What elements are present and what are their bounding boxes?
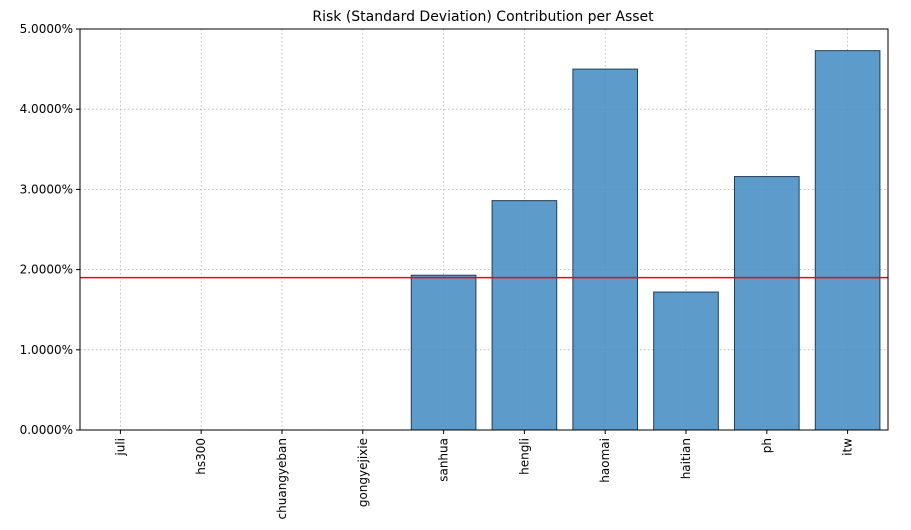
y-tick-label: 1.0000% <box>20 343 73 357</box>
x-axis: juli hs300 chuangyeban gongyejixie sanhua hen… <box>113 430 854 519</box>
x-tick-label: hs300 <box>194 438 208 475</box>
x-tick-label: chuangyeban <box>275 438 289 519</box>
x-tick-label: juli <box>113 438 127 457</box>
y-tick-label: 2.0000% <box>20 263 73 277</box>
y-tick-label: 0.0000% <box>20 423 73 437</box>
x-tick-label: haitian <box>679 438 693 479</box>
x-tick-label: haomai <box>598 438 612 483</box>
x-tick-label: ph <box>760 438 774 453</box>
y-axis: 0.0000% 1.0000% 2.0000% 3.0000% 4.0000% 5.000… <box>20 22 80 437</box>
x-tick-label: itw <box>841 438 855 456</box>
x-tick-label: gongyejixie <box>356 438 370 507</box>
bar-hengli <box>492 201 557 430</box>
y-tick-label: 4.0000% <box>20 102 73 116</box>
bar-haomai <box>573 69 638 430</box>
bars-layer <box>88 51 880 430</box>
chart-title: Risk (Standard Deviation) Contribution p… <box>312 9 654 25</box>
y-tick-label: 5.0000% <box>20 22 73 36</box>
bar-itw <box>815 51 880 430</box>
bar-haitian <box>654 292 719 430</box>
bar-sanhua <box>411 275 476 430</box>
bar-ph <box>734 177 799 430</box>
risk-contribution-chart: Risk (Standard Deviation) Contribution p… <box>0 0 911 530</box>
y-tick-label: 3.0000% <box>20 182 73 196</box>
x-tick-label: hengli <box>517 438 531 475</box>
x-tick-label: sanhua <box>437 438 451 482</box>
